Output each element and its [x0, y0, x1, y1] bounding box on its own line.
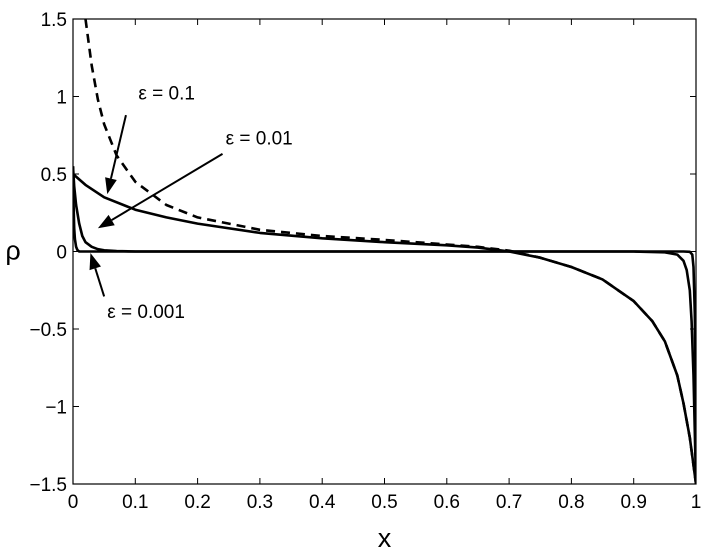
x-tick-label: 0.3	[247, 492, 273, 513]
y-tick-label: 0.5	[41, 165, 67, 186]
annotation-layer: ε = 0.1 ε = 0.01 ε = 0.001	[89, 84, 293, 323]
y-tick-label: 1	[56, 88, 67, 109]
x-axis-label: x	[378, 523, 392, 553]
x-tick-label: 0.1	[122, 492, 148, 513]
x-tick-label: 1	[691, 492, 702, 513]
x-tick-label: 0	[68, 492, 79, 513]
annotation-label-3: ε = 0.001	[107, 302, 185, 323]
x-tick-label: 0.7	[496, 492, 522, 513]
series-line-3	[73, 166, 696, 484]
annotation-arrowhead-1	[105, 177, 117, 195]
y-tick-label: −0.5	[29, 320, 67, 341]
series-layer	[73, 19, 696, 484]
y-tick-label: 1.5	[41, 10, 67, 31]
x-tick-label: 0.5	[371, 492, 397, 513]
x-tick-label: 0.4	[309, 492, 336, 513]
y-tick-label: −1	[45, 398, 67, 419]
annotation-arrow-3	[94, 268, 106, 297]
x-tick-label: 0.9	[620, 492, 646, 513]
annotation-label-1: ε = 0.1	[138, 84, 195, 105]
annotation-arrow-2	[111, 152, 224, 221]
x-tick-label: 0.8	[558, 492, 584, 513]
annotation-arrow-1	[109, 114, 127, 179]
annotation-label-2: ε = 0.01	[226, 129, 293, 150]
tick-layer: 0 0.1 0.2 0.3 0.4 0.5 0.6 0.7 0.8 0.9 1 −1.5 −1 −0.5 0…	[29, 10, 701, 513]
series-line-4	[73, 166, 696, 484]
x-tick-label: 0.6	[434, 492, 460, 513]
y-tick-label: −1.5	[29, 475, 67, 496]
x-tick-label: 0.2	[184, 492, 210, 513]
annotation-arrowhead-3	[89, 253, 101, 271]
y-tick-label: 0	[56, 243, 67, 264]
y-axis-label: ρ	[5, 236, 20, 266]
annotation-arrowhead-2	[97, 214, 115, 229]
series-line-2	[73, 173, 696, 484]
